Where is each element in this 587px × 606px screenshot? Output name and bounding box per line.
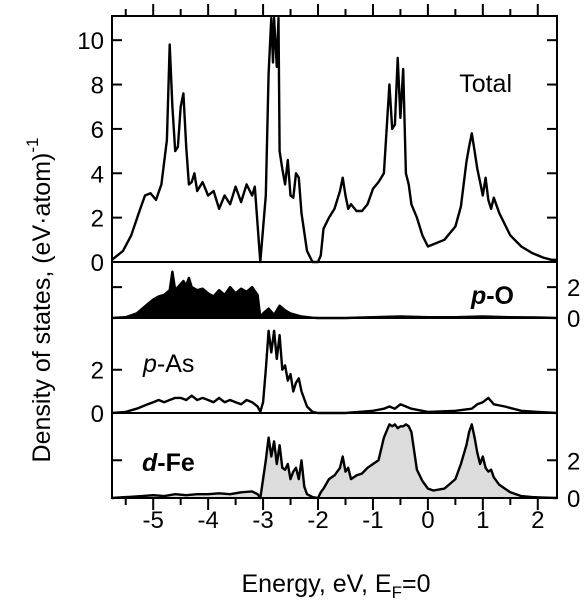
y-tick-label-total: 8 [91, 73, 104, 100]
panel-label-orbital: p [470, 282, 486, 310]
labels-layer: Energy, eV, EF=0 Density of states, (eV·… [23, 138, 431, 602]
panel-total: 0 2 4 6 8 10 Total [77, 15, 558, 277]
dos-line-total [111, 16, 557, 264]
panel-label-orbital: d [142, 449, 158, 477]
x-axis-label: Energy, eV, EF=0 [241, 570, 430, 602]
y-axis-label-group: Density of states, (eV·atom)-1 [23, 138, 56, 463]
y-axis-label: Density of states, (eV·atom)-1 [23, 138, 56, 463]
dos-area-d-Fe [112, 424, 557, 498]
y-tick-label-p-As: 2 [91, 358, 104, 385]
y-tick-label-d-Fe: 2 [567, 448, 580, 475]
y-tick-label-total: 0 [91, 250, 104, 277]
y-tick-label-p-As: 0 [91, 401, 104, 428]
x-axis-ticks: -5 -4 -3 -2 -1 0 1 2 [124, 4, 544, 534]
panel-label-p-As: p-As [142, 350, 194, 378]
x-tick-label: -5 [143, 507, 164, 534]
panel-label-orbital: p [142, 350, 157, 378]
panel-label-element: -Fe [157, 449, 195, 477]
y-tick-label-p-O: 0 [567, 306, 580, 333]
x-tick-label: 0 [421, 507, 434, 534]
panel-label-element: -As [157, 350, 195, 378]
y-tick-label-p-O: 2 [567, 275, 580, 302]
panel-label-d-Fe: d-Fe [142, 449, 195, 477]
panel-p-As: 0 2 p-As [91, 317, 558, 428]
panel-p-O: 0 2 p-O [111, 261, 580, 333]
y-tick-label-total: 2 [91, 206, 104, 233]
panel-d-Fe: 0 2 d-Fe [111, 412, 580, 513]
y-tick-label-total: 4 [91, 161, 104, 188]
panel-frame-d-Fe [111, 412, 558, 499]
y-tick-label-total: 10 [77, 28, 104, 55]
x-tick-label: 1 [476, 507, 489, 534]
x-tick-label: 2 [531, 507, 544, 534]
x-tick-label: -2 [307, 507, 328, 534]
x-tick-label: -1 [362, 507, 383, 534]
panel-label-total: Total [459, 70, 512, 98]
x-tick-label: -3 [252, 507, 273, 534]
panel-label-p-O: p-O [470, 282, 514, 310]
dos-line-d-Fe [111, 423, 558, 500]
dos-line-p-As [111, 329, 558, 415]
y-tick-label-d-Fe: 0 [567, 486, 580, 513]
x-tick-label: -4 [197, 507, 218, 534]
y-tick-label-total: 6 [91, 117, 104, 144]
panel-label-element: -O [486, 282, 514, 310]
dos-area-p-O [112, 271, 557, 318]
